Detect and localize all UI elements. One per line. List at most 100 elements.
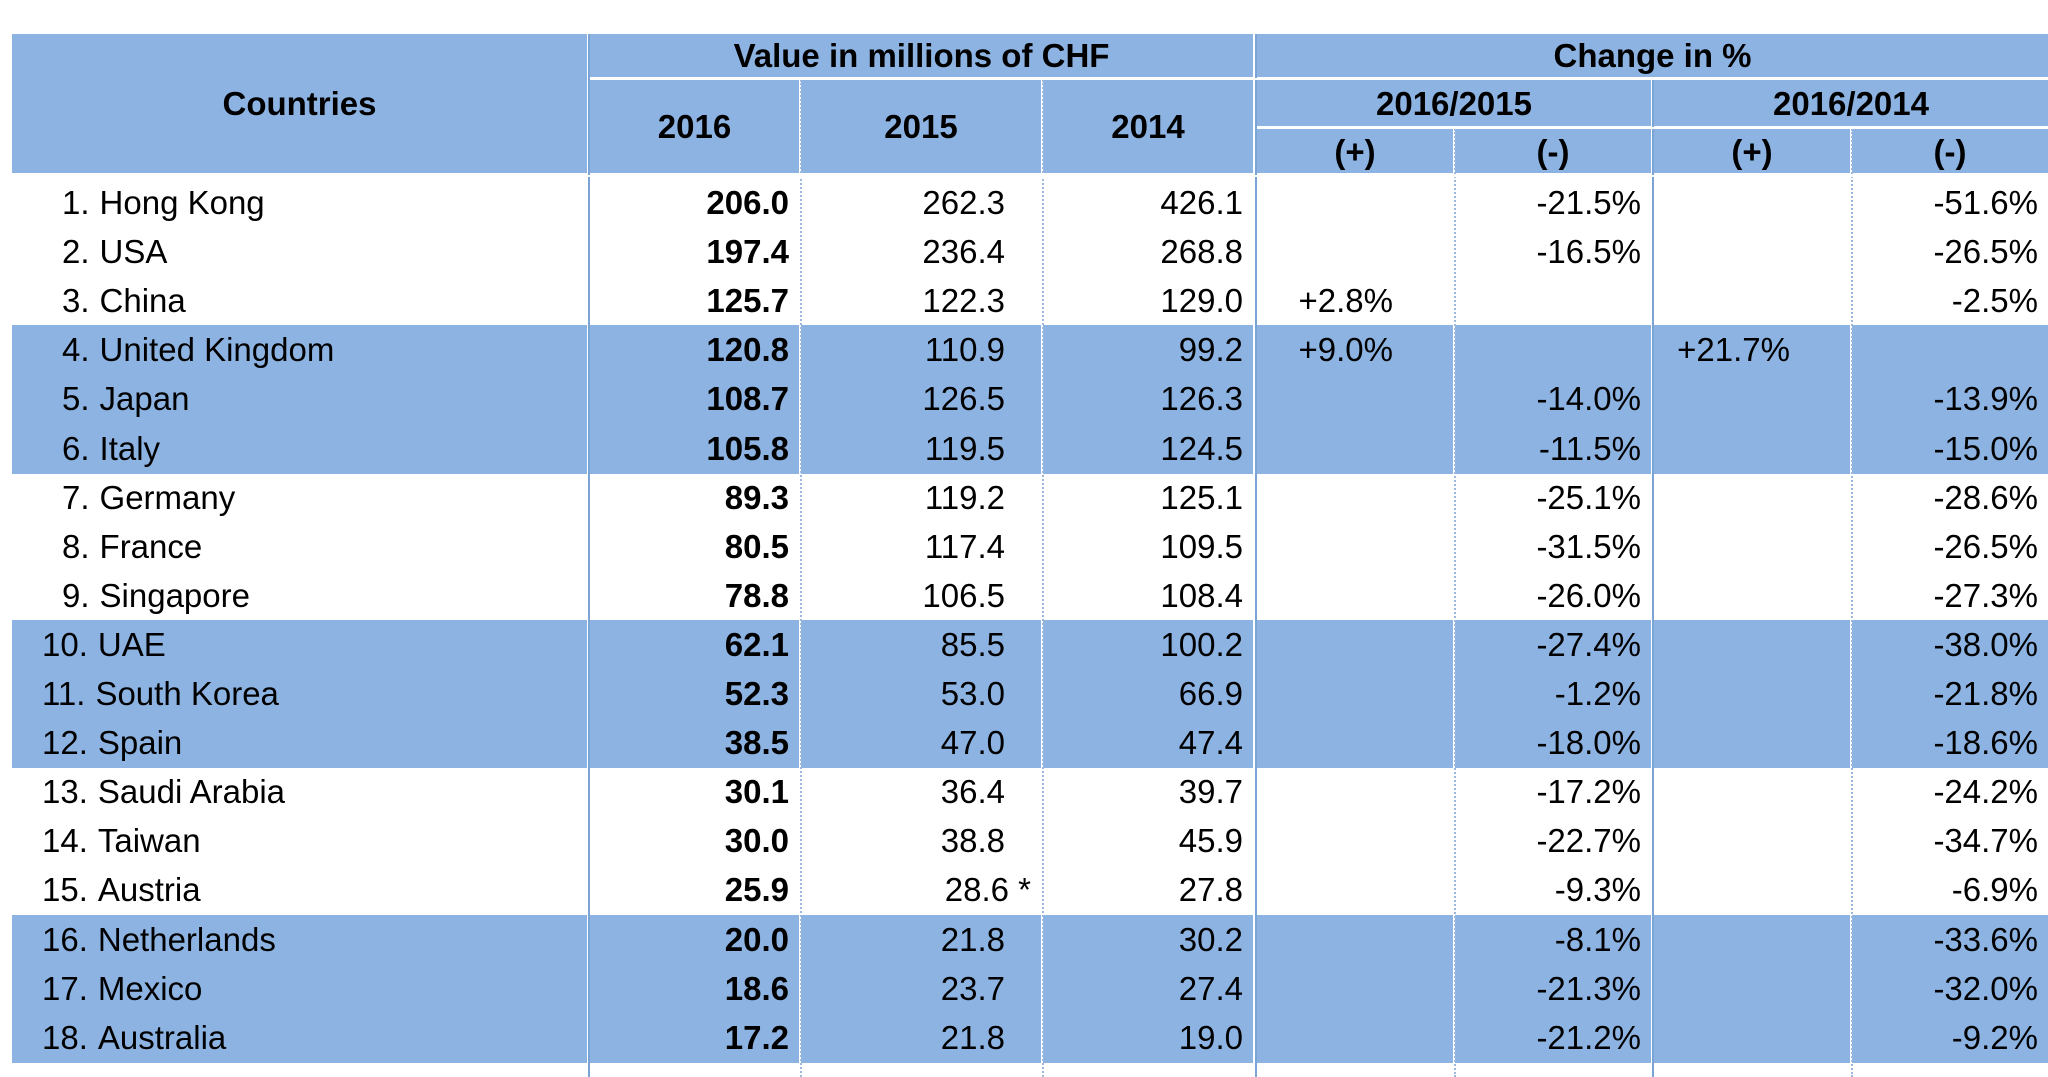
country-label: Australia bbox=[97, 1018, 227, 1056]
cell-c2m: -13.9% bbox=[1933, 380, 2038, 418]
cell-c2m: -28.6% bbox=[1933, 478, 2038, 516]
cell-v2016: 108.7 bbox=[706, 380, 789, 418]
cell-v2014: 426.1 bbox=[1160, 184, 1243, 222]
row-band bbox=[1455, 914, 1651, 965]
cell-v2016: 78.8 bbox=[724, 576, 789, 614]
row-band bbox=[590, 914, 799, 965]
country-label: South Korea bbox=[95, 675, 279, 713]
country-name: 7. Germany bbox=[12, 473, 587, 522]
cell-c1p bbox=[1257, 473, 1453, 522]
row-band bbox=[801, 669, 1041, 720]
country-rank: 3. bbox=[62, 282, 90, 320]
cell-v2016: 20.0 bbox=[724, 920, 789, 958]
cell-c1m: -8.1% bbox=[1554, 920, 1641, 958]
row-band bbox=[1455, 423, 1651, 474]
cell-c2p bbox=[1654, 816, 1850, 865]
cell-v2016: 30.1 bbox=[724, 773, 789, 811]
cell-c2m: -2.5% bbox=[1951, 282, 2038, 320]
column-divider bbox=[588, 34, 590, 1077]
header-divider bbox=[1257, 127, 2048, 129]
row-band bbox=[1043, 718, 1253, 769]
row-band bbox=[1852, 718, 2048, 769]
country-label: United Kingdom bbox=[99, 331, 335, 369]
row-band bbox=[1455, 718, 1651, 769]
cell-v2014: 47.4 bbox=[1178, 724, 1243, 762]
cell-v2015: 262.3 bbox=[922, 184, 1005, 222]
header-countries: Countries bbox=[12, 34, 587, 173]
row-band bbox=[1043, 619, 1253, 670]
column-divider bbox=[1255, 34, 1257, 1077]
row-band bbox=[590, 669, 799, 720]
cell-v2015: 110.9 bbox=[924, 331, 1005, 369]
cell-c2p bbox=[1654, 424, 1850, 473]
cell-c1m: -14.0% bbox=[1536, 380, 1641, 418]
cell-v2016: 206.0 bbox=[706, 184, 789, 222]
cell-c2m: -18.6% bbox=[1933, 724, 2038, 762]
cell-c2m: -51.6% bbox=[1933, 184, 2038, 222]
header-value-group: Value in millions of CHF bbox=[590, 34, 1253, 77]
header-plus-2016-2014: (+) bbox=[1654, 129, 1850, 173]
row-band bbox=[1852, 963, 2048, 1014]
cell-v2015: 126.5 bbox=[922, 380, 1005, 418]
cell-c2m: -32.0% bbox=[1933, 969, 2038, 1007]
cell-c1m: -17.2% bbox=[1536, 773, 1641, 811]
row-band bbox=[1043, 669, 1253, 720]
country-rank: 8. bbox=[62, 527, 90, 565]
cell-c1p bbox=[1257, 915, 1453, 964]
row-band bbox=[1455, 619, 1651, 670]
country-name: 18. Australia bbox=[12, 1013, 587, 1062]
country-rank: 11. bbox=[42, 675, 86, 713]
row-band bbox=[590, 718, 799, 769]
row-band bbox=[12, 374, 587, 425]
row-band bbox=[1043, 963, 1253, 1014]
row-band bbox=[1654, 669, 1850, 720]
cell-c2m: -34.7% bbox=[1933, 822, 2038, 860]
row-band bbox=[1257, 325, 1453, 376]
row-band bbox=[1852, 374, 2048, 425]
cell-c1p bbox=[1257, 767, 1453, 816]
country-label: USA bbox=[99, 233, 168, 271]
cell-c1m: -21.2% bbox=[1536, 1018, 1641, 1056]
country-name: 1. Hong Kong bbox=[12, 178, 587, 227]
cell-c1m: -21.5% bbox=[1536, 184, 1641, 222]
row-band bbox=[590, 619, 799, 670]
cell-c2p bbox=[1654, 964, 1850, 1013]
cell-c2m: -26.5% bbox=[1933, 527, 2038, 565]
country-rank: 16. bbox=[42, 920, 88, 958]
cell-v2016: 30.0 bbox=[724, 822, 789, 860]
column-divider bbox=[1652, 80, 1654, 1077]
row-band bbox=[1455, 1012, 1651, 1063]
cell-c2p bbox=[1654, 276, 1850, 325]
row-band bbox=[590, 1012, 799, 1063]
cell-c1p bbox=[1257, 424, 1453, 473]
country-label: Japan bbox=[99, 380, 190, 418]
row-band bbox=[1654, 963, 1850, 1014]
cell-v2014: 126.3 bbox=[1160, 380, 1243, 418]
cell-v2014: 39.7 bbox=[1178, 773, 1243, 811]
row-band bbox=[12, 423, 587, 474]
cell-v2014: 268.8 bbox=[1160, 233, 1243, 271]
row-band bbox=[1257, 718, 1453, 769]
row-band bbox=[1257, 669, 1453, 720]
cell-c1m: -9.3% bbox=[1554, 871, 1641, 909]
cell-v2015: 21.8 bbox=[940, 1018, 1005, 1056]
row-band bbox=[1852, 619, 2048, 670]
row-band bbox=[1654, 423, 1850, 474]
cell-v2015: 47.0 bbox=[940, 724, 1005, 762]
cell-c2p bbox=[1654, 571, 1850, 620]
row-band bbox=[1455, 325, 1651, 376]
cell-v2015: 28.6 * bbox=[944, 871, 1031, 909]
row-band bbox=[1654, 718, 1850, 769]
country-label: Saudi Arabia bbox=[97, 773, 286, 811]
row-band bbox=[801, 374, 1041, 425]
cell-v2015: 119.5 bbox=[924, 429, 1005, 467]
row-band bbox=[1455, 374, 1651, 425]
row-band bbox=[1654, 325, 1850, 376]
row-band bbox=[1852, 1012, 2048, 1063]
country-rank: 17. bbox=[42, 969, 88, 1007]
country-rank: 5. bbox=[62, 380, 90, 418]
country-label: France bbox=[99, 527, 203, 565]
header-minus-2016-2014: (-) bbox=[1852, 129, 2048, 173]
header-plus-2016-2015: (+) bbox=[1257, 129, 1453, 173]
cell-c2m: -21.8% bbox=[1933, 675, 2038, 713]
